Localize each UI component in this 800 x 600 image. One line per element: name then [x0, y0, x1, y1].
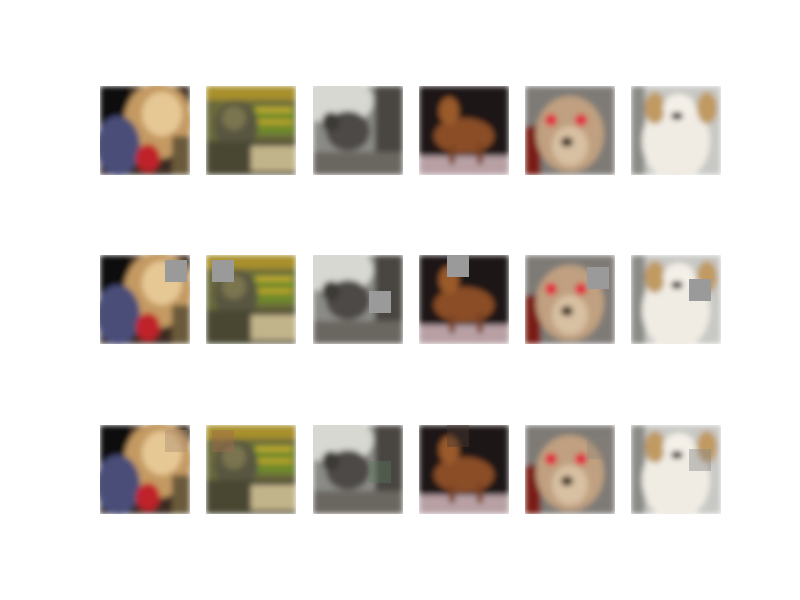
- inpainted-patch: [447, 425, 469, 447]
- image: [631, 425, 721, 520]
- occlusion-patch: [212, 260, 234, 282]
- image: [419, 86, 509, 175]
- image: [525, 86, 615, 175]
- row-occluded: [96, 245, 721, 350]
- row-original: [96, 76, 721, 181]
- occlusion-patch: [587, 267, 609, 289]
- occlusion-patch: [165, 260, 187, 282]
- inpainted-patch: [587, 437, 609, 459]
- inpainted-patch: [165, 430, 187, 452]
- inpainted-patch: [212, 430, 234, 452]
- occlusion-patch: [447, 255, 469, 277]
- occlusion-patch: [369, 291, 391, 313]
- row-reconstructed: [96, 415, 721, 520]
- image: [96, 83, 192, 176]
- occlusion-patch: [689, 279, 711, 301]
- inpainted-patch: [689, 449, 711, 471]
- image: [631, 255, 721, 350]
- image: [206, 86, 296, 175]
- image: [631, 86, 721, 181]
- image: [303, 76, 403, 175]
- inpainted-patch: [369, 461, 391, 483]
